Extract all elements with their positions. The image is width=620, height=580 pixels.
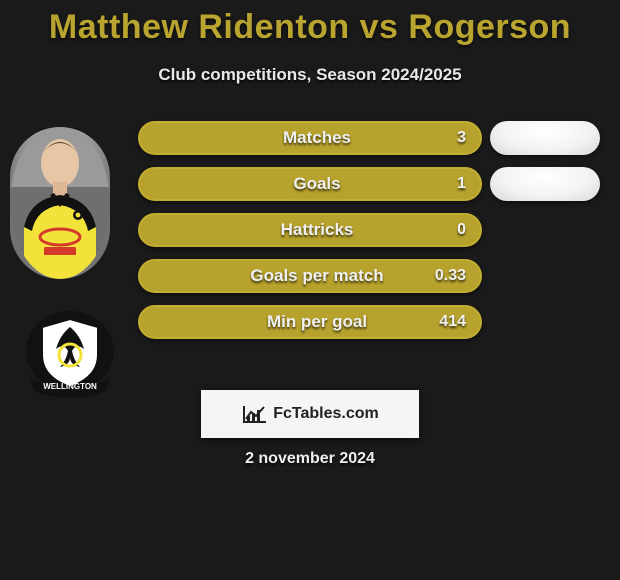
stat-value: 0.33	[435, 267, 466, 285]
stat-pill: Goals per match 0.33	[138, 259, 482, 293]
stat-pill: Hattricks 0	[138, 213, 482, 247]
stat-label: Hattricks	[147, 220, 487, 240]
club-banner-text: WELLINGTON	[43, 382, 97, 391]
chart-icon	[241, 403, 269, 425]
subtitle: Club competitions, Season 2024/2025	[0, 65, 620, 85]
stat-pill: Min per goal 414	[138, 305, 482, 339]
stat-bars: Matches 3 Goals 1 Hattricks 0 Goals per …	[138, 121, 482, 351]
stat-row-matches: Matches 3	[138, 121, 482, 155]
stat-row-goals: Goals 1	[138, 167, 482, 201]
stat-row-min-per-goal: Min per goal 414	[138, 305, 482, 339]
stat-value: 1	[457, 175, 466, 193]
date-line: 2 november 2024	[0, 450, 620, 468]
club-badge-svg: WELLINGTON	[20, 309, 120, 399]
stat-label: Goals	[147, 174, 487, 194]
page-title: Matthew Ridenton vs Rogerson	[0, 0, 620, 47]
club-badge: WELLINGTON	[20, 309, 120, 399]
stat-pill: Goals 1	[138, 167, 482, 201]
player-photo	[10, 127, 110, 279]
stat-value: 0	[457, 221, 466, 239]
comparison-pill-goals	[490, 167, 600, 201]
credit-box[interactable]: FcTables.com	[201, 390, 419, 438]
stat-label: Min per goal	[147, 312, 487, 332]
stat-label: Matches	[147, 128, 487, 148]
credit-label: FcTables.com	[273, 405, 379, 423]
player-photo-svg	[10, 127, 110, 279]
stat-row-goals-per-match: Goals per match 0.33	[138, 259, 482, 293]
comparison-panel: WELLINGTON Matches 3 Goals 1 Hattricks 0…	[0, 117, 620, 407]
comparison-pills	[490, 121, 600, 351]
stat-pill: Matches 3	[138, 121, 482, 155]
stat-value: 414	[439, 313, 466, 331]
stat-row-hattricks: Hattricks 0	[138, 213, 482, 247]
stat-value: 3	[457, 129, 466, 147]
comparison-pill-matches	[490, 121, 600, 155]
